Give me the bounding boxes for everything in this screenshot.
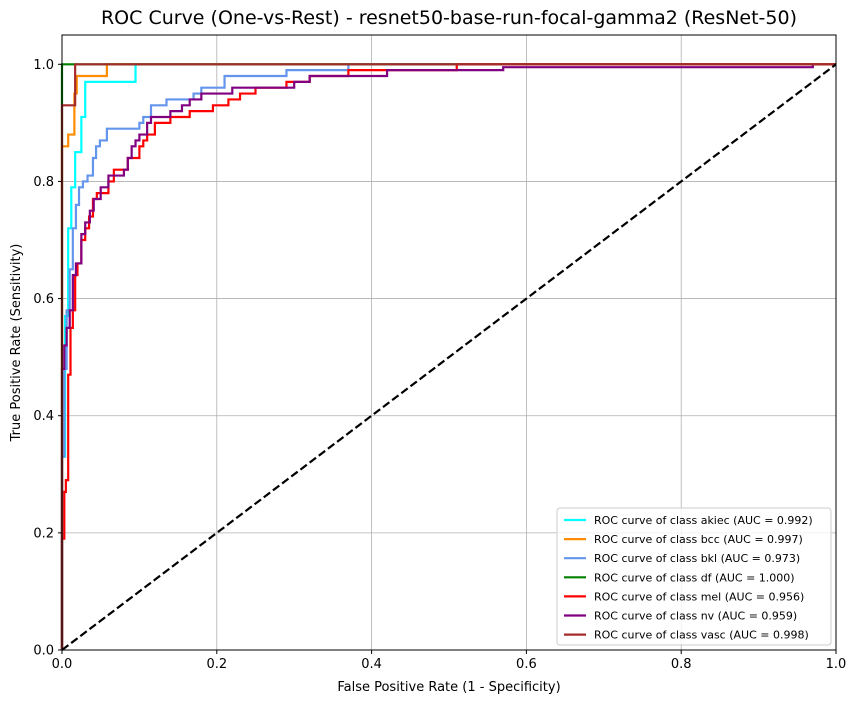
y-tick-label: 0.0 <box>33 644 54 659</box>
y-tick-label: 0.2 <box>33 526 54 541</box>
y-tick-label: 0.4 <box>33 409 54 424</box>
chart-title: ROC Curve (One-vs-Rest) - resnet50-base-… <box>101 7 797 29</box>
y-axis-label: True Positive Rate (Sensitivity) <box>9 244 24 443</box>
legend-entry-label: ROC curve of class df (AUC = 1.000) <box>594 571 795 584</box>
legend-box <box>556 507 832 646</box>
x-tick-label: 1.0 <box>826 657 847 672</box>
legend: ROC curve of class akiec (AUC = 0.992) RO… <box>556 507 832 646</box>
x-tick-label: 0.8 <box>671 657 692 672</box>
y-tick-label: 0.8 <box>33 175 54 190</box>
legend-entry-label: ROC curve of class bcc (AUC = 0.997) <box>594 533 803 546</box>
x-tick-label: 0.2 <box>206 657 227 672</box>
legend-entry-label: ROC curve of class akiec (AUC = 0.992) <box>594 514 813 527</box>
legend-entry-label: ROC curve of class mel (AUC = 0.956) <box>594 590 804 603</box>
y-tick-label: 0.6 <box>33 292 54 307</box>
legend-entry-label: ROC curve of class nv (AUC = 0.959) <box>594 610 797 623</box>
roc-curve-5 <box>60 64 814 650</box>
plot-frame <box>61 34 837 651</box>
y-tick-label: 1.0 <box>33 58 54 73</box>
x-axis-label: False Positive Rate (1 - Specificity) <box>337 680 560 695</box>
chance-diagonal-line <box>61 63 837 651</box>
x-tick-label: 0.6 <box>516 657 537 672</box>
x-tick-label: 0.4 <box>361 657 382 672</box>
legend-entry-label: ROC curve of class vasc (AUC = 0.998) <box>594 629 809 642</box>
y-axis: 0.0 0.2 0.4 0.6 0.8 1.0 <box>33 58 62 659</box>
x-axis: 0.0 0.2 0.4 0.6 0.8 1.0 <box>52 650 847 672</box>
x-tick-label: 0.0 <box>52 657 73 672</box>
roc-curve-2 <box>60 63 836 650</box>
legend-entry-label: ROC curve of class bkl (AUC = 0.973) <box>594 552 800 565</box>
